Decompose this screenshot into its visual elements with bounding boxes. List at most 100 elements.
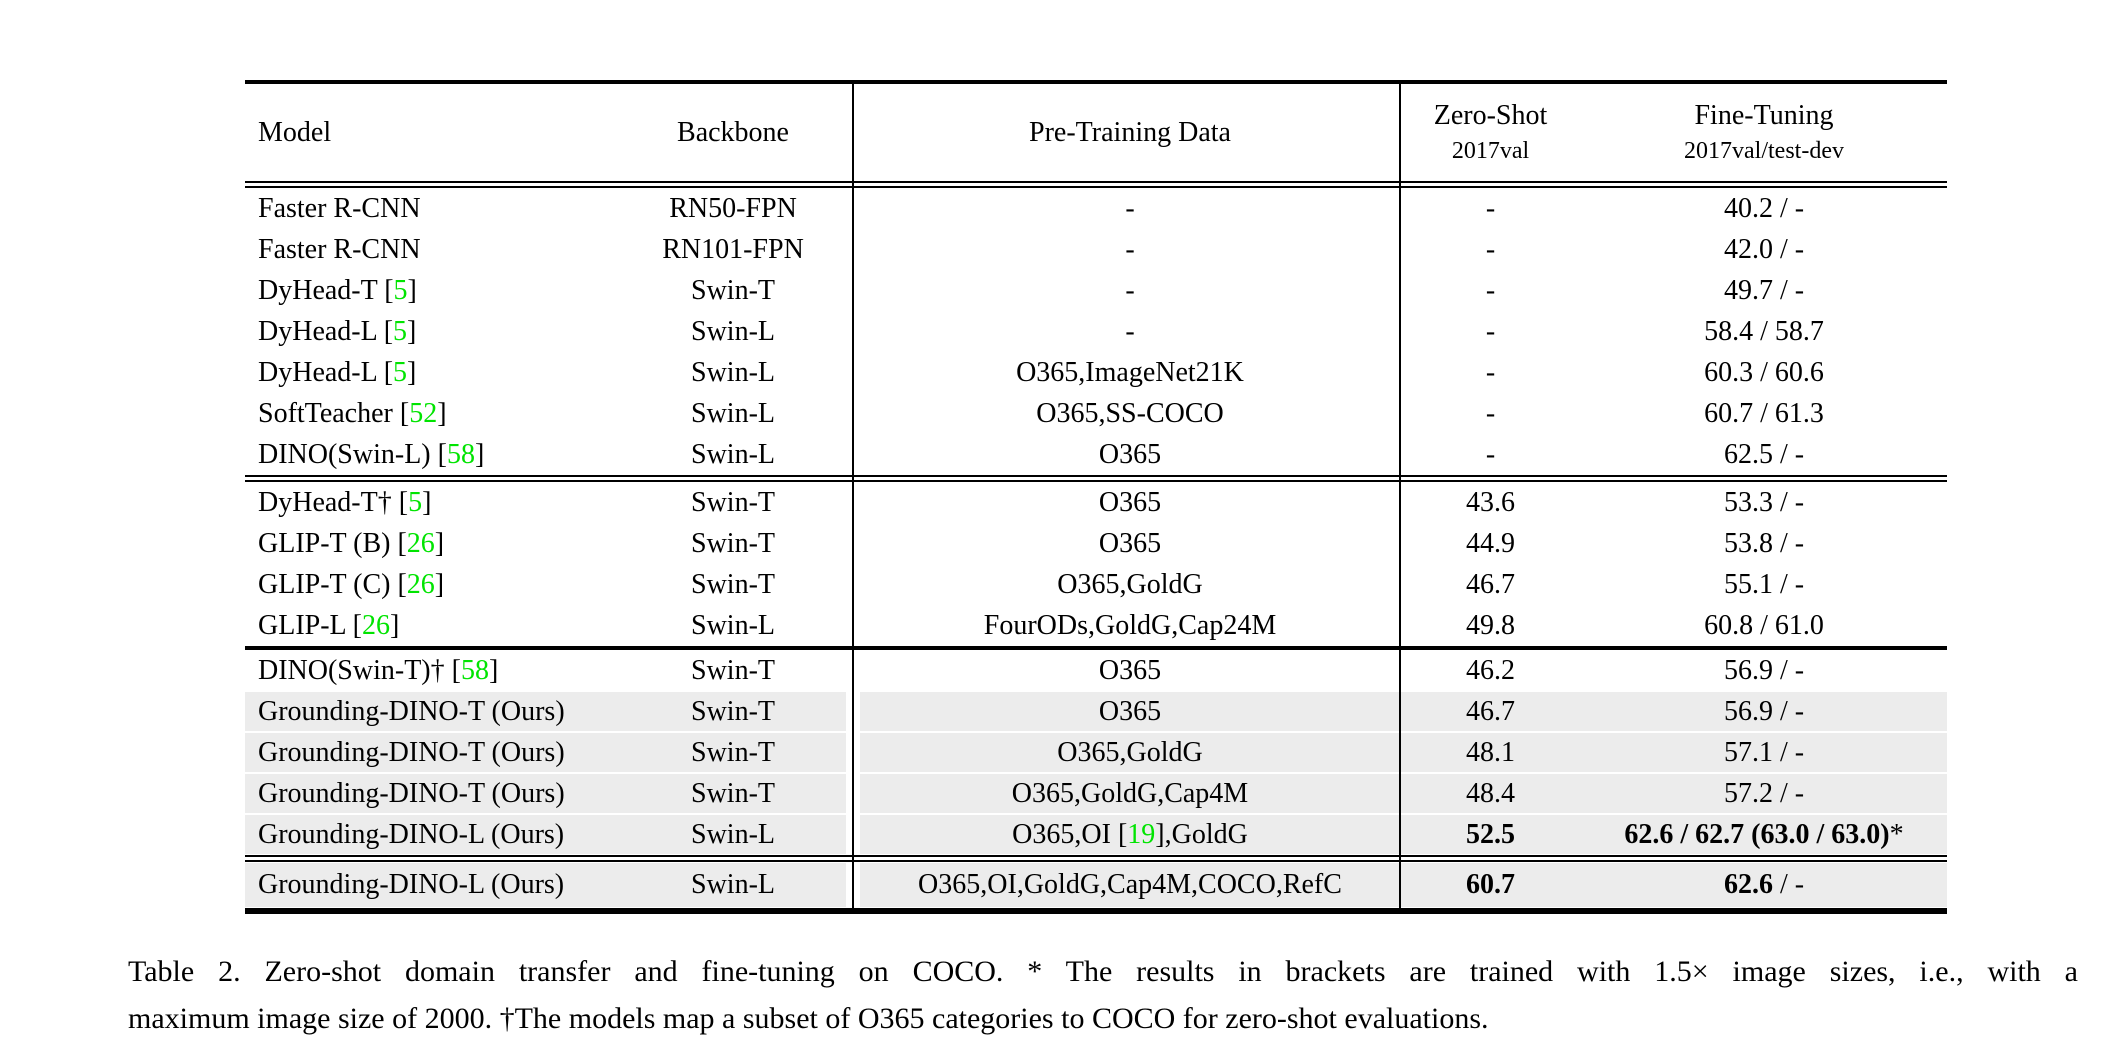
citation-number[interactable]: 26 bbox=[406, 568, 435, 600]
fine-tuning-regular-value: 60.7 / 61.3 bbox=[1704, 397, 1824, 429]
zero-shot-value-cell: - bbox=[1485, 274, 1496, 306]
pretraining-data-text: - bbox=[1125, 233, 1135, 265]
citation-number[interactable]: 26 bbox=[361, 609, 390, 641]
model-name: Grounding-DINO-T (Ours) bbox=[258, 695, 565, 727]
table-row: Grounding-DINO-T (Ours) [] Swin-T O365,G… bbox=[245, 773, 1947, 814]
pretraining-data-cell: FourODs,GoldG,Cap24M[] bbox=[860, 610, 1400, 642]
zero-shot-value-cell: - bbox=[1485, 233, 1496, 265]
pretraining-data-text: - bbox=[1125, 192, 1135, 224]
pretraining-data-cell: O365,GoldG[] bbox=[860, 569, 1400, 601]
citation-link[interactable]: [58] bbox=[444, 654, 499, 686]
citation-number[interactable]: 19 bbox=[1127, 818, 1156, 850]
fine-tuning-regular-value: 42.0 / - bbox=[1723, 233, 1805, 265]
model-name: DyHead-L bbox=[258, 315, 377, 347]
column-header-model: Model bbox=[258, 116, 332, 148]
zero-shot-value-cell: 52.5 bbox=[1466, 818, 1515, 850]
pretraining-data-text: O365 bbox=[1098, 695, 1162, 727]
pretraining-data-text: O365,GoldG bbox=[1057, 568, 1203, 600]
row-highlight-left bbox=[245, 692, 846, 731]
pretraining-data-cell: -[] bbox=[860, 275, 1400, 307]
citation-number[interactable]: 5 bbox=[393, 315, 408, 347]
pretraining-data-text: O365,GoldG,Cap4M bbox=[1011, 777, 1249, 809]
pretraining-data-text: O365 bbox=[1098, 527, 1162, 559]
fine-tuning-value-cell: 42.0 / - bbox=[1581, 234, 1947, 266]
fine-tuning-value-cell: 57.2 / - bbox=[1581, 778, 1947, 810]
citation-number[interactable]: 5 bbox=[393, 356, 408, 388]
fine-tuning-regular-value: 60.8 / 61.0 bbox=[1704, 609, 1824, 641]
model-cell: DINO(Swin-L) [58] bbox=[245, 439, 620, 471]
model-name: GLIP-T (C) bbox=[258, 568, 391, 600]
row-highlight-left bbox=[245, 774, 846, 813]
backbone-cell: RN50-FPN bbox=[669, 192, 797, 224]
model-name: DyHead-T† bbox=[258, 486, 392, 518]
model-name: DyHead-L bbox=[258, 356, 377, 388]
citation-link[interactable]: [5] bbox=[376, 315, 417, 347]
citation-number[interactable]: 52 bbox=[409, 397, 438, 429]
fine-tuning-value-cell: 56.9 / - bbox=[1581, 696, 1947, 728]
backbone-cell: Swin-T bbox=[691, 527, 775, 559]
pretraining-data-text: O365 bbox=[1098, 654, 1162, 686]
citation-link[interactable]: [5] bbox=[391, 486, 432, 518]
citation-link[interactable]: [19] bbox=[1117, 818, 1165, 850]
fine-tuning-value-cell: 62.6 / - bbox=[1581, 869, 1947, 901]
pretraining-data-cell: O365,GoldG[] bbox=[860, 737, 1400, 769]
backbone-cell: Swin-L bbox=[691, 609, 775, 641]
vertical-rule-pretrain-zeroshot bbox=[1399, 84, 1401, 908]
citation-link[interactable]: [5] bbox=[377, 274, 417, 306]
pretraining-data-text: O365,GoldG bbox=[1057, 736, 1203, 768]
table-top-rule bbox=[245, 80, 1947, 84]
table-row: GLIP-L [26] Swin-L FourODs,GoldG,Cap24M[… bbox=[245, 605, 1947, 646]
fine-tuning-value-cell: 40.2 / - bbox=[1581, 193, 1947, 225]
backbone-cell: Swin-L bbox=[691, 438, 775, 470]
zero-shot-value-cell: 43.6 bbox=[1466, 486, 1515, 518]
citation-number[interactable]: 58 bbox=[446, 438, 475, 470]
backbone-cell: RN101-FPN bbox=[662, 233, 804, 265]
citation-number[interactable]: 5 bbox=[393, 274, 408, 306]
citation-link[interactable]: [26] bbox=[345, 609, 400, 641]
table-header-row: Model Backbone Pre-Training Data Zero-Sh… bbox=[245, 84, 1947, 181]
zero-shot-value-cell: - bbox=[1485, 438, 1496, 470]
pretraining-data-cell: O365,SS-COCO[] bbox=[860, 398, 1400, 430]
model-cell: SoftTeacher [52] bbox=[245, 398, 620, 430]
row-highlight-right bbox=[860, 815, 1947, 854]
model-cell: Grounding-DINO-L (Ours) [] bbox=[245, 819, 620, 851]
model-name: Grounding-DINO-L (Ours) bbox=[258, 818, 565, 850]
pretraining-data-cell: O365,OI [19],GoldG bbox=[860, 819, 1400, 851]
pretraining-data-cell: O365[] bbox=[860, 528, 1400, 560]
table-row: Faster R-CNN [] RN50-FPN -[] - 40.2 / - bbox=[245, 188, 1947, 229]
row-highlight-left bbox=[245, 733, 846, 772]
fine-tuning-value-cell: 60.8 / 61.0 bbox=[1581, 610, 1947, 642]
model-cell: Faster R-CNN [] bbox=[245, 193, 620, 225]
row-highlight-right bbox=[860, 692, 1947, 731]
citation-link[interactable]: [58] bbox=[430, 438, 485, 470]
citation-link[interactable]: [26] bbox=[390, 568, 445, 600]
zero-shot-value-cell: 48.4 bbox=[1466, 777, 1515, 809]
citation-link[interactable]: [52] bbox=[392, 397, 447, 429]
fine-tuning-bold-value: 62.6 bbox=[1723, 869, 1773, 900]
column-header-fine-tuning: Fine-Tuning 2017val/test-dev bbox=[1581, 100, 1947, 166]
column-header-backbone: Backbone bbox=[677, 116, 789, 148]
citation-link[interactable]: [26] bbox=[390, 527, 445, 559]
zero-shot-value-cell: 46.2 bbox=[1466, 654, 1515, 686]
row-highlight-left bbox=[245, 815, 846, 854]
table-row: Faster R-CNN [] RN101-FPN -[] - 42.0 / - bbox=[245, 229, 1947, 270]
model-name: Faster R-CNN bbox=[258, 192, 421, 224]
table-row: DyHead-T [5] Swin-T -[] - 49.7 / - bbox=[245, 270, 1947, 311]
pretraining-data-cell: O365[] bbox=[860, 655, 1400, 687]
fine-tuning-regular-value: 57.2 / - bbox=[1723, 777, 1805, 809]
citation-number[interactable]: 58 bbox=[460, 654, 489, 686]
zero-shot-value-cell: 46.7 bbox=[1466, 695, 1515, 727]
citation-number[interactable]: 26 bbox=[406, 527, 435, 559]
zero-shot-value-cell: 60.7 bbox=[1466, 869, 1515, 900]
pretraining-data-cell: -[] bbox=[860, 316, 1400, 348]
model-cell: Grounding-DINO-T (Ours) [] bbox=[245, 778, 620, 810]
citation-link[interactable]: [5] bbox=[376, 356, 417, 388]
model-cell: Faster R-CNN [] bbox=[245, 234, 620, 266]
table-bottom-rule bbox=[245, 908, 1947, 914]
citation-number[interactable]: 5 bbox=[408, 486, 423, 518]
fine-tuning-value-cell: 60.3 / 60.6 bbox=[1581, 357, 1947, 389]
model-cell: Grounding-DINO-T (Ours) [] bbox=[245, 737, 620, 769]
table-caption: Table 2. Zero-shot domain transfer and f… bbox=[128, 948, 2078, 1042]
fine-tuning-value-cell: 53.8 / - bbox=[1581, 528, 1947, 560]
pretraining-data-cell: O365,GoldG,Cap4M[] bbox=[860, 778, 1400, 810]
